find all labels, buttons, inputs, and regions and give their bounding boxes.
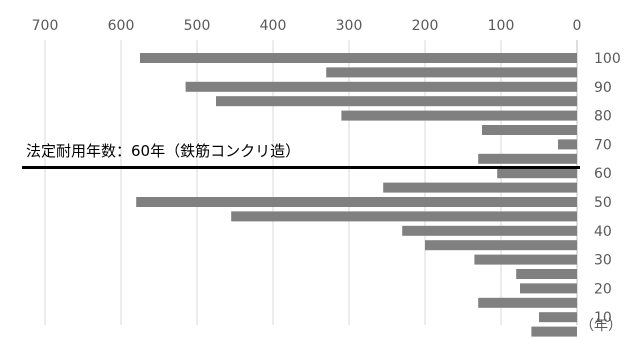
y-tick-label-30: 30 <box>594 253 612 269</box>
bar-95 <box>326 67 577 78</box>
bar-20 <box>520 283 577 294</box>
bar-65 <box>478 153 577 164</box>
bar-25 <box>516 269 577 279</box>
bar-15 <box>478 297 577 308</box>
bar-45 <box>231 211 577 222</box>
y-tick-label-60: 60 <box>594 166 612 182</box>
x-tick-label-700: 700 <box>32 18 59 34</box>
x-tick-label-100: 100 <box>488 18 515 34</box>
y-tick-label-40: 40 <box>594 224 612 240</box>
bar-100 <box>140 53 577 63</box>
bar-80 <box>341 110 577 121</box>
bar-70 <box>558 139 577 150</box>
bar-60 <box>497 168 577 179</box>
y-tick-label-100: 100 <box>594 51 621 67</box>
bar-5 <box>531 326 577 337</box>
y-tick-label-80: 80 <box>594 109 612 125</box>
bars <box>136 53 577 337</box>
y-tick-label-50: 50 <box>594 195 612 211</box>
bar-50 <box>136 197 577 207</box>
bar-90 <box>185 81 577 92</box>
y-tick-label-70: 70 <box>594 137 612 153</box>
bar-40 <box>402 225 577 236</box>
bar-10 <box>539 312 577 323</box>
bar-85 <box>216 96 577 107</box>
x-tick-label-600: 600 <box>108 18 135 34</box>
x-tick-label-500: 500 <box>184 18 211 34</box>
y-unit-label: （年） <box>580 318 622 334</box>
y-tick-labels: 100 90 80 70 60 50 40 30 20 10 <box>594 51 621 326</box>
y-tick-label-10: 10 <box>594 310 612 326</box>
x-tick-labels: 700 600 500 400 300 200 100 0 <box>32 18 582 34</box>
y-tick-label-20: 20 <box>594 281 612 297</box>
bar-75 <box>482 125 577 135</box>
bar-35 <box>425 240 577 251</box>
reference-line-label: 法定耐用年数：60年（鉄筋コンクリ造） <box>26 142 300 160</box>
x-tick-label-300: 300 <box>336 18 363 34</box>
x-tick-label-400: 400 <box>260 18 287 34</box>
y-tick-label-90: 90 <box>594 80 612 96</box>
bar-30 <box>474 254 577 265</box>
bar-55 <box>383 182 577 193</box>
x-tick-label-200: 200 <box>412 18 439 34</box>
x-tick-label-0: 0 <box>573 18 582 34</box>
